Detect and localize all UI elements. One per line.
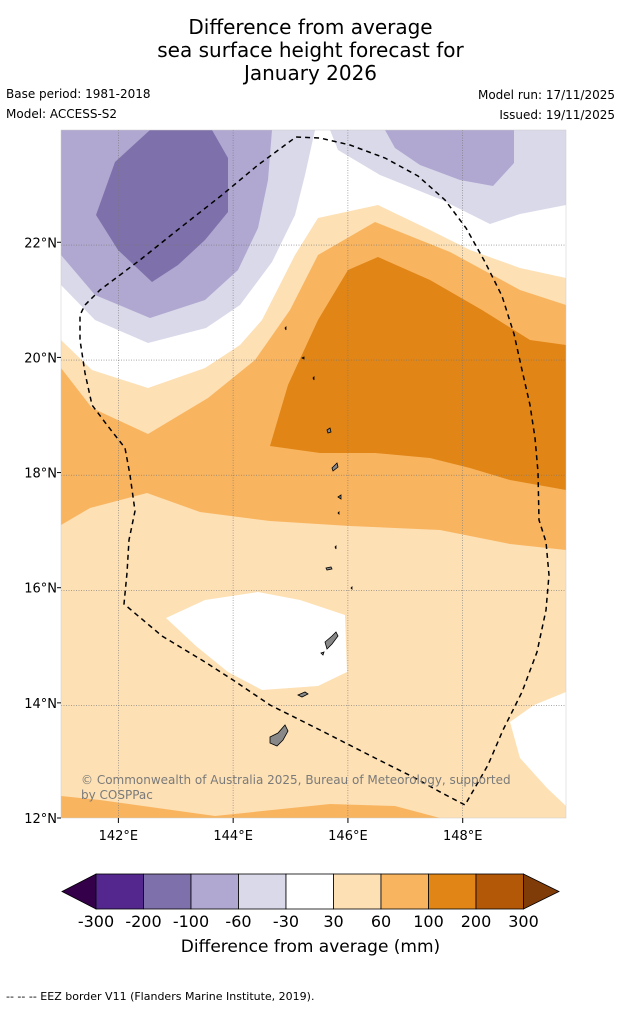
issued-text: Issued: 19/11/2025 [499,108,615,122]
island-alamagan [337,494,342,500]
colorbar-swatch [285,873,334,910]
colorbar-tick-label: 60 [371,912,391,931]
island-pagan [331,462,339,472]
colorbar-max-extension [523,873,560,910]
eez-legend-note: -- -- -- EEZ border V11 (Flanders Marine… [6,990,315,1003]
fill-neutral-pocket [166,592,347,690]
colorbar-tick-label: -200 [125,912,161,931]
fill-neutral-se [510,692,566,806]
lat-tick-label: 12°N [24,812,57,827]
colorbar-swatch [190,873,239,910]
fill-100-200 [270,257,566,490]
colorbar-tick-label: 200 [461,912,492,931]
chart-title: Difference from average sea surface heig… [0,16,621,85]
island-agrihan [326,427,332,434]
map-frame [60,129,567,819]
colorbar-tick-label: -30 [273,912,299,931]
latitude-tick-labels: 12°N 14°N 16°N 18°N 20°N 22°N [24,236,61,827]
colorbar-tick-label: -60 [225,912,251,931]
lat-tick-label: 22°N [24,236,57,251]
colorbar-swatch [333,873,382,910]
lat-tick-label: 18°N [24,467,57,482]
title-line-1: Difference from average [188,15,433,39]
island-rota [297,691,309,698]
longitude-tick-labels: 142°E 144°E 146°E 148°E [99,818,483,844]
island-tinian-saipan [324,631,339,650]
island-aguijan [320,651,325,656]
island-sarigan [334,545,337,550]
contour-fills [61,130,566,818]
colorbar-title: Difference from average (mm) [180,937,441,957]
lat-tick-label: 14°N [24,697,57,712]
island-asuncion [312,376,315,381]
lon-tick-label: 144°E [213,829,253,844]
island-maug [301,356,305,360]
eez-border [79,136,550,806]
colorbar-tick-label: 30 [323,912,343,931]
colorbar-swatch [95,873,144,910]
colorbar-swatch [475,873,524,910]
island-anatahan [325,566,333,571]
title-line-3: January 2026 [243,61,378,85]
fill-minus-100 [96,130,228,282]
lon-tick-label: 146°E [328,829,368,844]
copyright-line-1: © Commonwealth of Australia 2025, Bureau… [81,773,511,787]
lon-tick-label: 148°E [443,829,483,844]
colorbar-swatch [143,873,192,910]
colorbar-tick-label: -300 [78,912,114,931]
lon-tick-label: 142°E [99,829,139,844]
island-guam [269,724,289,747]
gridlines [61,130,566,818]
colorbar-swatch [380,873,429,910]
colorbar-tick-label: 100 [413,912,444,931]
fill-minus-60-ne [385,130,514,186]
colorbar-tick-label: -100 [173,912,209,931]
island-pajaros [350,586,353,590]
fill-60-south [61,796,440,818]
colorbar-swatch [238,873,287,910]
base-period-text: Base period: 1981-2018 [6,87,151,101]
title-line-2: sea surface height forecast for [157,38,464,62]
lat-tick-label: 16°N [24,582,57,597]
model-run-text: Model run: 17/11/2025 [477,88,615,102]
colorbar-tick-label: 300 [508,912,539,931]
island-farallon [284,326,287,331]
lat-tick-label: 20°N [24,351,57,366]
colorbar: -300 -200 -100 -60 -30 30 60 100 200 300 [61,873,560,931]
island-guguan [337,511,340,515]
colorbar-swatch [428,873,477,910]
copyright-line-2: by COSPPac [81,788,153,802]
islands [269,326,353,747]
model-text: Model: ACCESS-S2 [6,107,118,121]
colorbar-min-extension [61,873,97,910]
